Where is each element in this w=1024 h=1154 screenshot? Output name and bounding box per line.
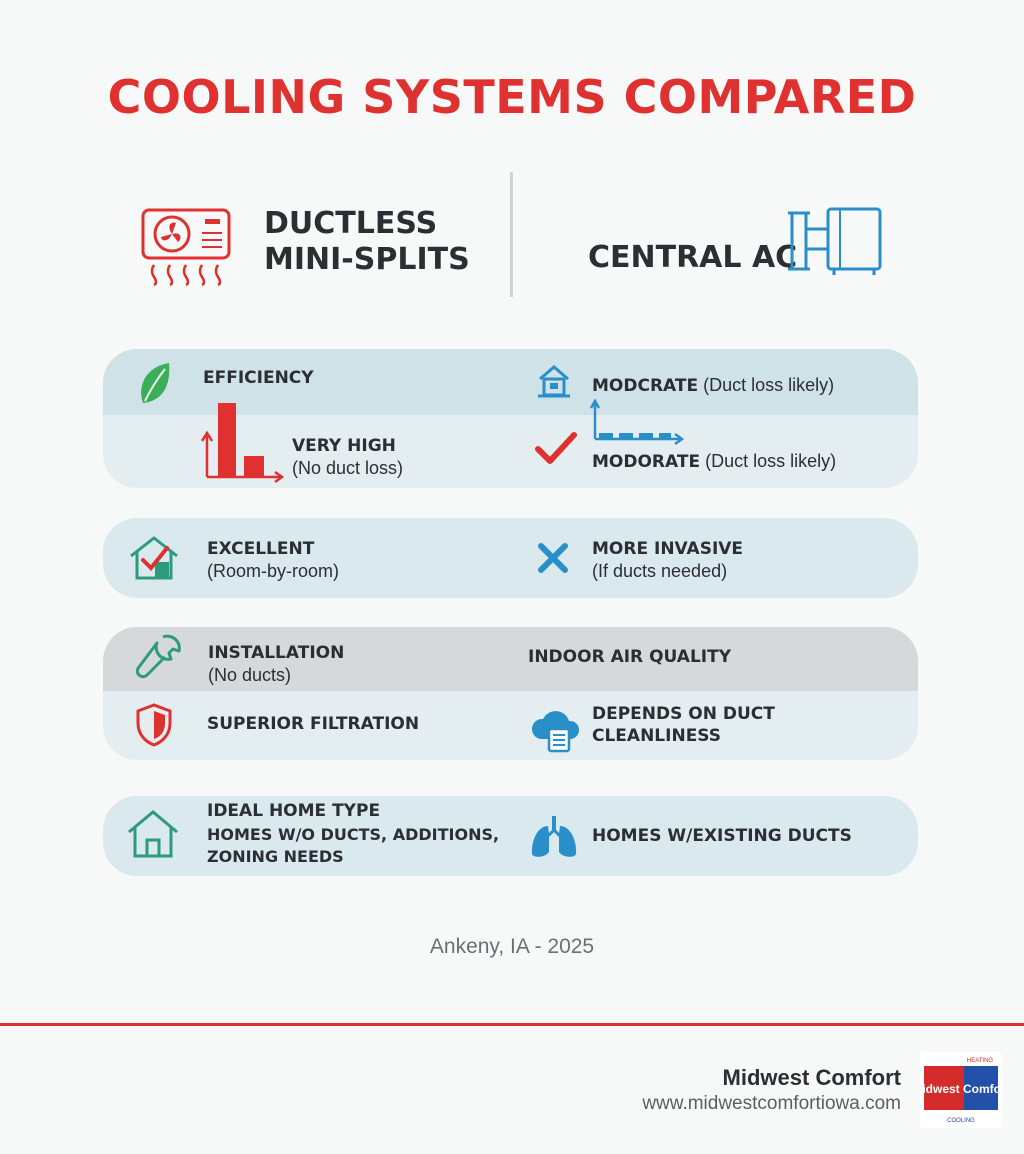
installation-heading: INSTALLATION (No ducts) [208,642,344,686]
ductless-home-type-line2: ZONING NEEDS [207,847,344,866]
ductless-zoning-value: EXCELLENT (Room-by-room) [207,538,339,582]
company-logo: Midwest Comfort HEATING COOLING [920,1052,1002,1128]
central-ac-heading: CENTRAL AC [588,240,798,275]
home-type-heading: IDEAL HOME TYPE HOMES W/O DUCTS, ADDITIO… [207,800,499,868]
ductless-efficiency-note: (No duct loss) [292,458,404,478]
mini-split-unit-icon [141,208,231,287]
central-air-quality-line2: CLEANLINESS [592,726,722,746]
zoning-panel: EXCELLENT (Room-by-room) MORE INVASIVE (… [103,518,918,598]
shield-icon [136,703,172,747]
high-efficiency-bar-chart-icon [201,403,285,483]
ductless-efficiency-value: VERY HIGH (No duct loss) [292,435,403,479]
home-type-label: IDEAL HOME TYPE [207,801,381,821]
central-efficiency-top: MODCRATE (Duct loss likely) [592,374,834,397]
logo-bottom-text: COOLING [947,1118,975,1124]
ductless-heading-line1: DUCTLESS [264,206,438,241]
central-efficiency-top-value: MODCRATE [592,376,699,396]
central-air-quality-value: DEPENDS ON DUCT CLEANLINESS [592,703,775,747]
central-efficiency-bottom-note: (Duct loss likely) [700,451,837,471]
installation-label: INSTALLATION [208,643,345,663]
house-icon [538,365,570,398]
page-title: COOLING SYSTEMS COMPARED [107,70,917,124]
efficiency-panel: EFFICIENCY MODCRATE (Duct loss likely) V… [103,349,918,488]
lungs-icon [531,816,577,857]
wrench-icon [135,634,181,679]
leaf-icon [141,363,170,403]
ductless-efficiency-rating: VERY HIGH [292,436,396,456]
ductless-heading: DUCTLESS MINI-SPLITS [264,206,470,278]
brand-block: Midwest Comfort www.midwestcomfortiowa.c… [642,1065,901,1115]
home-type-panel: IDEAL HOME TYPE HOMES W/O DUCTS, ADDITIO… [103,796,918,876]
home-icon [128,810,178,858]
location-date: Ankeny, IA - 2025 [429,935,595,958]
cloud-filter-icon [531,711,580,753]
indoor-air-quality-label: INDOOR AIR QUALITY [528,647,732,667]
logo-top-text: HEATING [967,1058,994,1064]
central-ac-unit-icon [788,207,882,275]
brand-name: Midwest Comfort [722,1065,901,1090]
logo-main-text: Midwest Comfort [920,1082,1002,1096]
column-divider [510,172,513,297]
ductless-heading-line2: MINI-SPLITS [264,242,470,277]
efficiency-label: EFFICIENCY [203,368,314,388]
installation-panel: INSTALLATION (No ducts) INDOOR AIR QUALI… [103,627,918,760]
central-air-quality-line1: DEPENDS ON DUCT [592,704,775,724]
central-zoning-note: (If ducts needed) [592,561,728,581]
ductless-zoning-note: (Room-by-room) [207,561,340,581]
x-mark-icon [538,543,568,573]
brand-url[interactable]: www.midwestcomfortiowa.com [642,1093,901,1114]
footer-divider [0,1023,1024,1026]
ductless-air-quality-value: SUPERIOR FILTRATION [207,714,420,734]
installation-note: (No ducts) [208,665,292,685]
house-check-icon [130,536,178,580]
central-efficiency-bottom: MODORATE (Duct loss likely) [592,450,836,473]
ductless-home-type-line1: HOMES W/O DUCTS, ADDITIONS, [207,825,500,844]
checkmark-icon [535,432,577,464]
central-efficiency-top-note: (Duct loss likely) [698,375,835,395]
central-efficiency-bottom-value: MODORATE [592,452,701,472]
central-zoning-rating: MORE INVASIVE [592,539,744,559]
installation-header-band [103,627,918,691]
central-zoning-value: MORE INVASIVE (If ducts needed) [592,538,743,582]
ductless-zoning-rating: EXCELLENT [207,539,315,559]
low-efficiency-bar-chart-icon [589,399,685,445]
central-home-type-value: HOMES W/EXISTING DUCTS [592,826,852,846]
efficiency-header-band [103,349,918,415]
